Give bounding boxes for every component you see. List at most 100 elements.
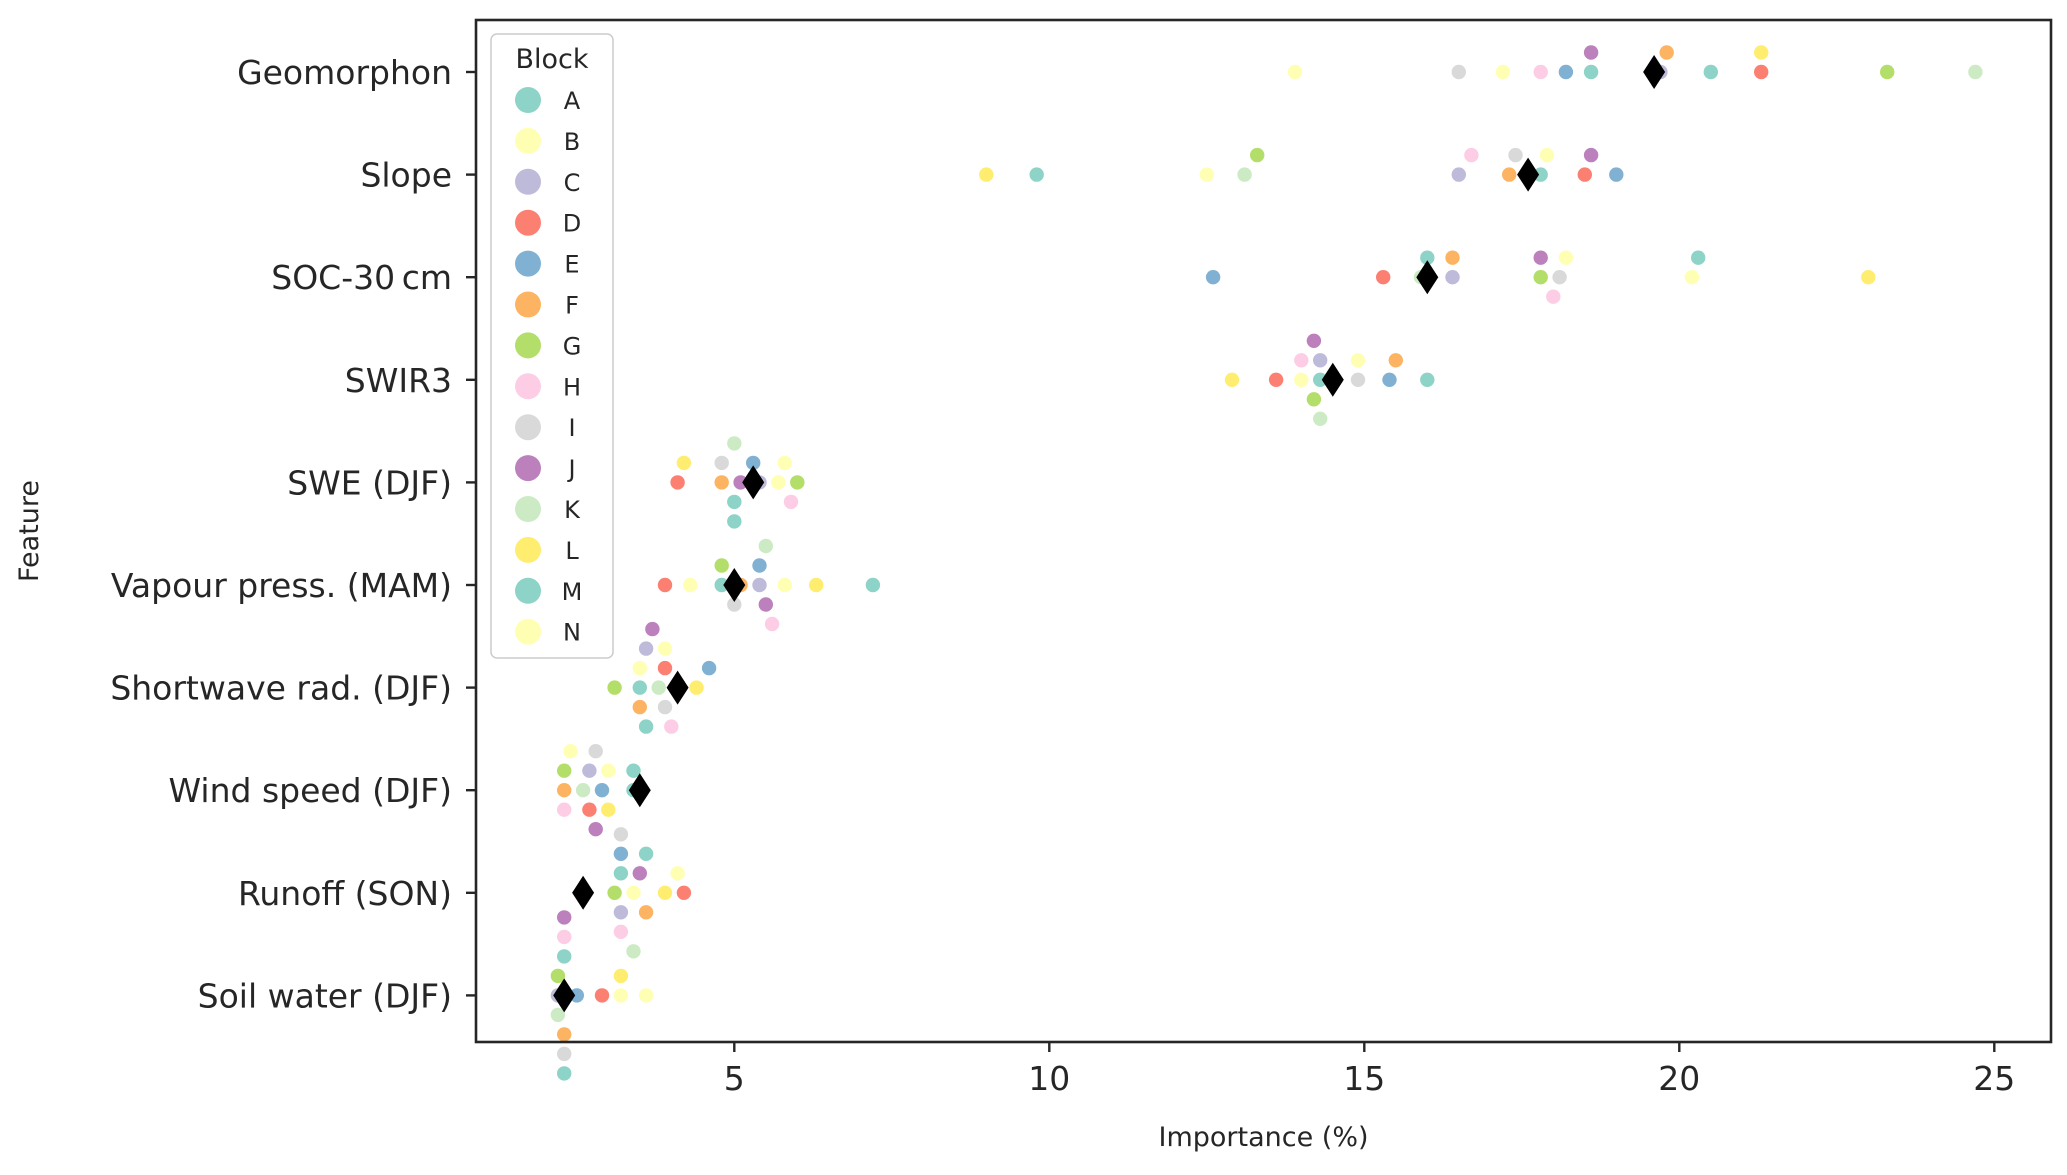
data-point-c [1313,353,1328,368]
data-point-k [1968,64,1983,80]
data-point-j [1533,250,1548,265]
data-point-n [1287,64,1303,80]
data-point-l [979,167,994,182]
legend-label: B [564,128,580,156]
data-point-k [550,1007,566,1023]
x-tick-label: 5 [724,1059,745,1098]
y-axis-label: Feature [14,480,45,582]
data-point-g [1880,64,1895,80]
data-point-l [1861,270,1876,285]
data-point-l [601,802,616,817]
data-point-h [664,719,679,734]
data-point-g [607,680,622,695]
data-point-a [714,577,729,593]
legend-marker-a [515,87,541,113]
data-point-e [746,455,761,471]
legend-label: C [564,169,581,197]
y-tick-label: SWIR3 [345,361,452,400]
data-point-h [764,616,780,632]
data-point-i [1451,64,1467,80]
data-point-i [1552,270,1567,285]
x-axis: 5 10 15 20 25 [724,1042,2015,1098]
data-point-f [557,1027,572,1042]
data-point-l [689,680,704,695]
data-point-b [1539,147,1555,163]
legend-label: M [562,578,583,606]
data-point-n [563,744,578,759]
data-point-l [1224,372,1240,387]
data-point-f [557,783,572,798]
data-point-a [1583,64,1599,80]
data-point-b [626,885,641,900]
data-point-n [657,641,673,656]
mean-marker [723,568,746,602]
data-point-f [638,905,654,920]
data-point-k [758,538,773,554]
data-point-g [1250,147,1265,163]
data-point-m [1691,250,1706,265]
data-point-h [557,802,572,817]
data-point-d [657,660,673,676]
y-tick-label: Runoff (SON) [238,874,452,913]
data-point-b [613,988,629,1003]
data-point-d [1268,372,1284,387]
data-point-f [1659,45,1674,60]
data-point-a [1533,167,1548,182]
x-axis-label: Importance (%) [1158,1122,1368,1153]
data-point-h [1464,147,1479,163]
plot-frame [474,18,2053,1044]
legend-label: N [563,619,581,647]
y-tick-label: Soil water (DJF) [198,976,452,1015]
data-point-a [1313,372,1328,387]
mean-marker [1416,260,1439,295]
data-point-j [1583,147,1599,163]
data-point-e [569,988,584,1003]
legend-marker-d [515,209,541,236]
data-point-a [613,866,629,881]
data-point-h [1546,289,1561,304]
legend-label: G [563,332,582,360]
data-point-i [1508,147,1523,163]
data-point-a [1420,250,1435,265]
data-point-l [1754,45,1769,60]
data-point-h [783,494,799,510]
data-point-c [638,641,654,656]
data-point-f [1502,167,1517,182]
data-point-j [733,475,748,490]
y-tick-label: Shortwave rad. (DJF) [110,669,452,708]
data-point-n [670,866,685,881]
legend-label: E [564,251,579,279]
data-point-b [601,763,616,778]
data-point-h [557,929,572,945]
legend-marker-l [515,536,541,563]
data-point-g [1533,270,1548,285]
legend-box [490,33,614,659]
legend-label: F [565,292,579,320]
y-tick-label: Geomorphon [237,53,452,92]
data-point-a [557,949,572,964]
legend-label: A [564,87,581,115]
data-point-b [1684,270,1700,285]
data-point-e [594,783,610,798]
data-point-d [1754,64,1769,80]
data-point-n [1558,250,1574,265]
legend-marker-j [515,455,541,482]
data-point-g [557,763,572,778]
legend-label: J [566,455,575,483]
data-point-c [613,905,629,920]
legend-label: I [568,414,575,442]
data-point-k [727,436,742,451]
data-point-b [1294,372,1309,387]
mean-marker [666,670,689,705]
data-point-h [613,924,629,939]
data-point-e [1382,372,1397,387]
data-point-n [638,988,654,1003]
data-point-n [777,455,792,471]
data-point-m [1703,64,1719,80]
x-tick-label: 10 [1028,1059,1070,1098]
data-point-l [676,455,692,471]
data-point-a [632,680,647,695]
data-point-m [865,577,881,593]
